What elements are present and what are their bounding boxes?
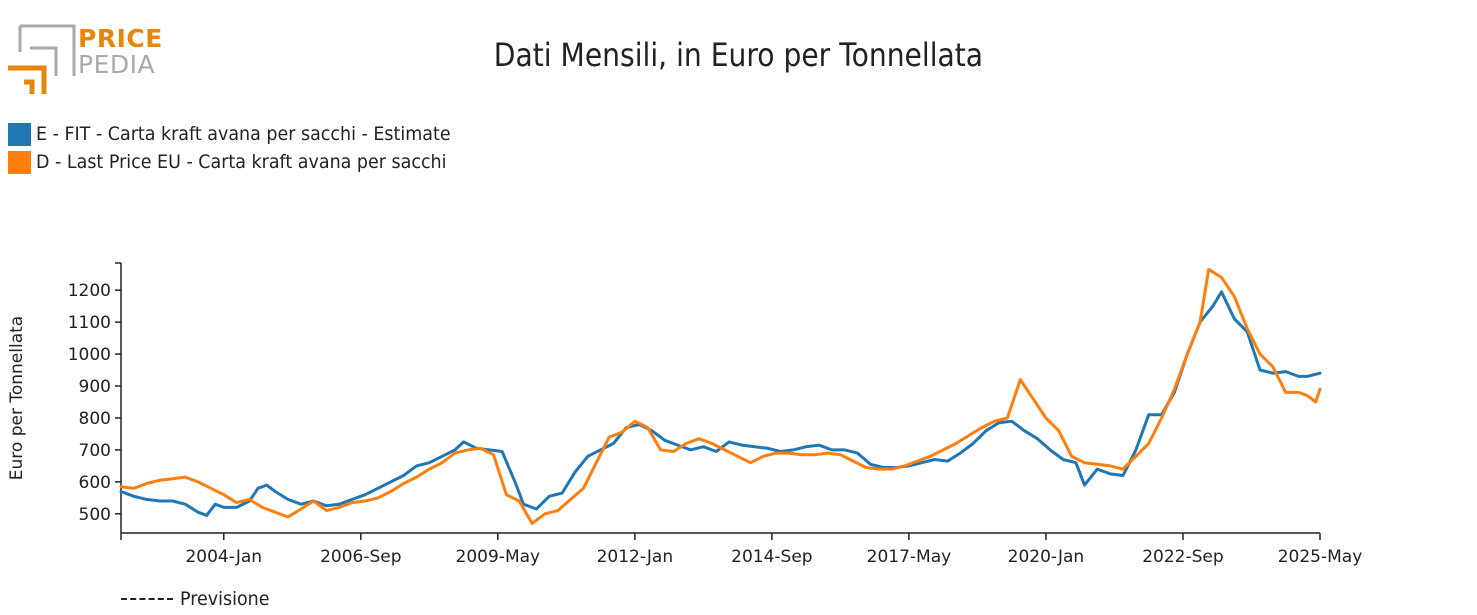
x-tick-label: 2012-Jan <box>597 547 674 567</box>
forecast-legend: Previsione <box>121 588 277 610</box>
series-line-last-price <box>119 267 1322 525</box>
y-tick-label: 600 <box>79 473 111 493</box>
x-tick-label: 2014-Sep <box>731 547 812 567</box>
chart-legend: E - FIT - Carta kraft avana per sacchi -… <box>8 120 487 176</box>
y-tick-label: 1000 <box>68 345 111 365</box>
y-tick-label: 500 <box>79 505 111 525</box>
legend-item-last-price[interactable]: D - Last Price EU - Carta kraft avana pe… <box>8 148 487 176</box>
forecast-dash-icon <box>121 598 173 600</box>
series-line-estimate <box>119 290 1322 517</box>
x-tick-label: 2006-Sep <box>320 547 401 567</box>
legend-label-estimate: E - FIT - Carta kraft avana per sacchi -… <box>36 123 451 145</box>
x-tick-label: 2022-Sep <box>1142 547 1223 567</box>
legend-swatch-orange <box>8 150 31 174</box>
chart-title: Dati Mensili, in Euro per Tonnellata <box>493 36 984 74</box>
x-tick-label: 2004-Jan <box>185 547 262 567</box>
logo-word-price: PRICE <box>78 24 163 53</box>
y-axis-label: Euro per Tonnellata <box>7 316 27 480</box>
x-tick-label: 2009-May <box>456 547 541 567</box>
y-tick-label: 1100 <box>68 313 111 333</box>
x-tick-label: 2020-Jan <box>1008 547 1085 567</box>
logo-mark <box>8 24 76 94</box>
pricepedia-logo: PRICE PEDIA <box>8 22 168 94</box>
legend-item-estimate[interactable]: E - FIT - Carta kraft avana per sacchi -… <box>8 120 487 148</box>
legend-label-last-price: D - Last Price EU - Carta kraft avana pe… <box>36 151 447 173</box>
y-tick-label: 900 <box>79 377 111 397</box>
forecast-label: Previsione <box>180 588 270 610</box>
y-tick-label: 800 <box>79 409 111 429</box>
x-tick-label: 2017-May <box>867 547 952 567</box>
logo-word-pedia: PEDIA <box>78 50 156 79</box>
x-tick-label: 2025-May <box>1278 547 1363 567</box>
y-tick-label: 700 <box>79 441 111 461</box>
legend-swatch-blue <box>8 122 31 146</box>
y-tick-label: 1200 <box>68 281 111 301</box>
